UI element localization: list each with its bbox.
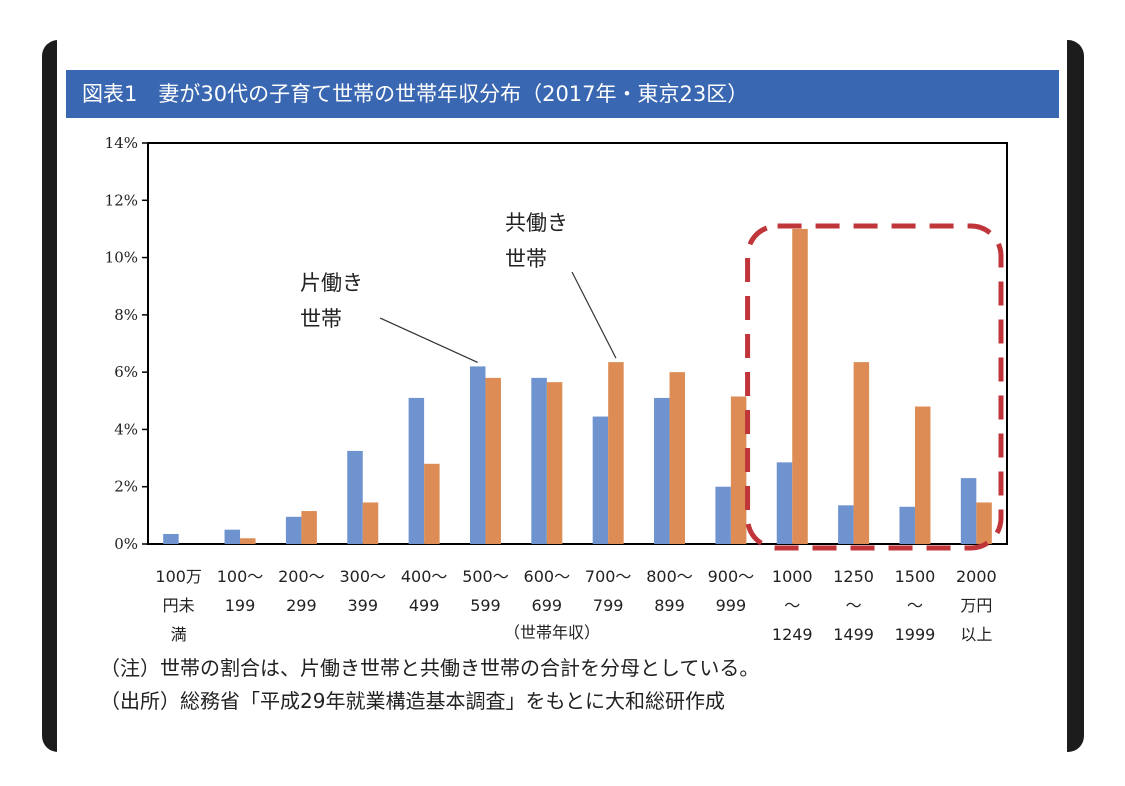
x-tick-label: 1500 〜 1999 [895,567,936,644]
bar-series-1 [730,396,747,544]
bar-series-1 [240,538,256,544]
figure-notes: （注）世帯の割合は、片働き世帯と共働き世帯の合計を分母としている。 （出所）総務… [100,652,1040,718]
plot-area [147,142,1008,545]
bar-series-1 [792,228,808,544]
x-tick-label: 700〜 799 [585,567,632,615]
bar-series-1 [976,502,992,544]
series-annotation-label: 片働き世帯 [300,271,363,331]
bar-series-0 [163,533,179,544]
bar-series-1 [485,377,501,544]
x-tick-label: 100〜 199 [217,567,264,615]
x-axis-title: （世帯年収） [504,623,600,642]
annotation-leader-line [379,317,478,363]
bar-series-1 [546,382,563,544]
x-tick-label: 1000 〜 1249 [772,567,813,644]
bar-series-1 [853,362,870,544]
y-axis: 0% 2% 4% 6% 8% 10% 12% 14% [105,134,148,553]
note-line: （注）世帯の割合は、片働き世帯と共働き世帯の合計を分母としている。 [100,656,760,680]
y-tick-label: 14% [105,134,138,152]
x-tick-label: 1250 〜 1499 [833,567,874,644]
bar-series-0 [654,397,670,544]
x-tick-label: 2000 万円以上 [956,567,997,644]
x-tick-label: 400〜 499 [401,567,448,615]
x-tick-label: 900〜 999 [708,567,755,615]
bar-series-0 [408,397,425,544]
bars [163,228,992,544]
source-line: （出所）総務省「平成29年就業構造基本調査」をもとに大和総研作成 [100,689,726,713]
bar-series-0 [531,377,547,544]
y-tick-label: 0% [114,535,138,553]
x-axis: 100万円未満 100〜 199 200〜 299 300〜 399 400〜 499 500〜 5… [155,567,996,644]
x-tick-label: 500〜 599 [462,567,509,615]
x-tick-label: 600〜 699 [524,567,571,615]
bar-series-1 [669,372,686,544]
x-tick-label: 800〜 899 [646,567,693,615]
y-tick-label: 10% [105,249,138,267]
bar-series-1 [608,362,624,544]
bar-series-0 [776,462,793,544]
bar-series-1 [914,406,931,544]
bar-series-0 [469,366,486,544]
y-tick-label: 4% [114,420,138,438]
bar-series-0 [960,478,977,544]
highlight-box [745,223,1004,551]
x-tick-label: 300〜 399 [339,567,386,615]
bar-series-0 [899,506,915,544]
series-annotations: 片働き世帯 共働き世帯 [300,211,617,363]
bar-series-1 [362,502,379,544]
figure-title: 図表1 妻が30代の子育て世帯の世帯年収分布（2017年・東京23区） [66,70,1059,118]
annotation-leader-line [571,271,617,359]
x-tick-label: 100万円未満 [155,567,202,644]
bar-series-0 [347,450,363,544]
y-tick-label: 12% [105,191,138,209]
bar-series-0 [715,486,731,544]
bar-series-0 [592,416,609,544]
bar-series-0 [285,516,302,544]
bar-series-1 [424,463,440,544]
y-tick-label: 8% [114,306,138,324]
y-tick-label: 2% [114,478,138,496]
bar-series-0 [224,529,241,544]
series-annotation-label: 共働き世帯 [505,211,568,271]
y-tick-label: 6% [114,363,138,381]
bar-series-1 [301,511,317,544]
x-tick-label: 200〜 299 [278,567,325,615]
bar-series-0 [838,505,854,544]
